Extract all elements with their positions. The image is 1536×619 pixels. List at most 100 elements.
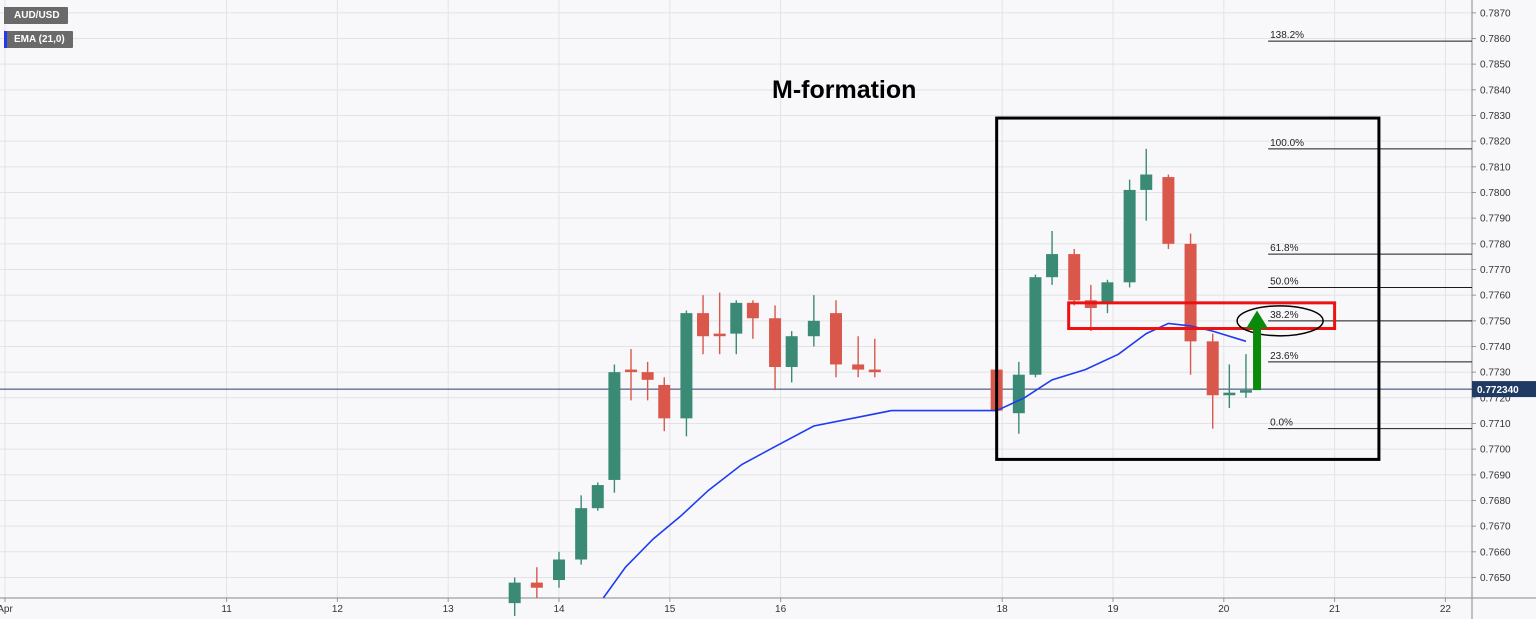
- candle-body: [868, 369, 881, 373]
- y-tick-label: 0.7660: [1480, 547, 1511, 558]
- candle: [553, 551, 565, 588]
- y-axis: 0.7650 0.7660 0.7670 0.7680 0.7690 0.7700 0.77…: [1472, 8, 1511, 584]
- candle-body: [852, 364, 865, 370]
- candle: [730, 300, 743, 355]
- fib-level-label: 38.2%: [1270, 310, 1298, 321]
- y-tick-label: 0.7870: [1480, 8, 1511, 19]
- candle: [625, 349, 638, 401]
- y-tick-label: 0.7680: [1480, 496, 1511, 507]
- x-tick-label: 12: [332, 604, 344, 615]
- candle: [530, 567, 543, 598]
- last-price-label: 0.772340: [1477, 385, 1519, 396]
- candle: [680, 310, 693, 437]
- candle-body: [697, 313, 710, 337]
- candle-body: [1223, 392, 1236, 396]
- y-tick-label: 0.7740: [1480, 342, 1511, 353]
- candle: [1068, 248, 1081, 306]
- candle: [852, 336, 865, 378]
- candle-body: [1239, 390, 1252, 393]
- candle: [508, 577, 521, 616]
- x-tick-label: 19: [1107, 604, 1119, 615]
- candle-body: [1029, 277, 1042, 375]
- candle: [746, 300, 759, 339]
- y-tick-label: 0.7720: [1480, 393, 1511, 404]
- candle-body: [530, 582, 543, 588]
- candle: [1239, 354, 1252, 398]
- candles: [508, 148, 1252, 616]
- y-tick-label: 0.7690: [1480, 470, 1511, 481]
- candle-body: [1046, 254, 1059, 278]
- candle-body: [713, 333, 726, 337]
- fib-38-ellipse: [1236, 305, 1324, 337]
- y-tick-label: 0.7840: [1480, 85, 1511, 96]
- candle: [830, 300, 842, 378]
- y-tick-label: 0.7730: [1480, 368, 1511, 379]
- candle-body: [730, 302, 743, 334]
- x-tick-label: 18: [997, 604, 1009, 615]
- y-tick-label: 0.7820: [1480, 137, 1511, 148]
- ema-legend[interactable]: EMA (21,0): [4, 31, 73, 48]
- arrow-shaft: [1253, 326, 1262, 391]
- candle: [807, 295, 820, 347]
- y-tick-label: 0.7770: [1480, 265, 1511, 276]
- y-tick-label: 0.7860: [1480, 34, 1511, 45]
- candle: [591, 482, 604, 511]
- m-formation-title: M-formation: [772, 76, 917, 104]
- candle-body: [785, 336, 798, 368]
- fib-level-label: 138.2%: [1270, 30, 1304, 41]
- candle-body: [508, 582, 521, 604]
- plot-background: [0, 0, 1472, 598]
- fib-level-label: 100.0%: [1270, 138, 1304, 149]
- candle-body: [1101, 282, 1114, 303]
- y-tick-label: 0.7780: [1480, 239, 1511, 250]
- arrow-head: [1246, 310, 1269, 329]
- candle: [1206, 333, 1219, 429]
- candle-body: [625, 369, 638, 373]
- last-price-tag: [1472, 381, 1536, 398]
- x-tick-label: 20: [1218, 604, 1230, 615]
- candle-body: [1206, 341, 1219, 396]
- candle-body: [746, 302, 759, 319]
- candle-body: [807, 320, 820, 337]
- candle: [658, 377, 671, 432]
- y-tick-label: 0.7810: [1480, 162, 1511, 173]
- x-axis: Apr111213141516181920212223252627: [0, 598, 1452, 615]
- y-tick-label: 0.7710: [1480, 419, 1511, 430]
- candle-body: [591, 485, 604, 509]
- symbol-legend[interactable]: AUD/USD: [4, 7, 68, 24]
- candle-body: [608, 372, 621, 480]
- y-tick-label: 0.7830: [1480, 111, 1511, 122]
- candle-body: [1012, 374, 1025, 414]
- y-tick-label: 0.7800: [1480, 188, 1511, 199]
- candle: [1046, 230, 1059, 285]
- y-tick-label: 0.7760: [1480, 291, 1511, 302]
- candle: [1123, 179, 1136, 288]
- candle-body: [1123, 189, 1136, 283]
- x-tick-label: 16: [775, 604, 787, 615]
- fibonacci-retracement: 138.2% 100.0% 61.8% 50.0% 38.2% 23.6% 0.0%: [1268, 30, 1472, 430]
- candle: [641, 361, 654, 401]
- candle: [769, 305, 782, 391]
- x-tick-label: 15: [664, 604, 676, 615]
- candle-body: [830, 313, 842, 365]
- x-tick-label: 13: [443, 604, 455, 615]
- fib-level-label: 23.6%: [1270, 351, 1298, 362]
- fib-level-label: 50.0%: [1270, 276, 1298, 287]
- candle: [1012, 361, 1025, 434]
- x-tick-label: 22: [1440, 604, 1452, 615]
- candle: [713, 292, 726, 355]
- y-tick-label: 0.7700: [1480, 445, 1511, 456]
- y-tick-label: 0.7670: [1480, 522, 1511, 533]
- fib-level-label: 61.8%: [1270, 243, 1298, 254]
- resistance-zone: [1067, 301, 1337, 331]
- candle-body: [575, 508, 588, 560]
- candle: [697, 295, 710, 355]
- ema-line: [602, 322, 1247, 599]
- candle: [608, 364, 621, 493]
- y-tick-label: 0.7850: [1480, 60, 1511, 71]
- candle: [785, 331, 798, 383]
- candle-body: [641, 372, 654, 380]
- x-tick-label: 11: [221, 604, 232, 615]
- candle-body: [553, 559, 565, 581]
